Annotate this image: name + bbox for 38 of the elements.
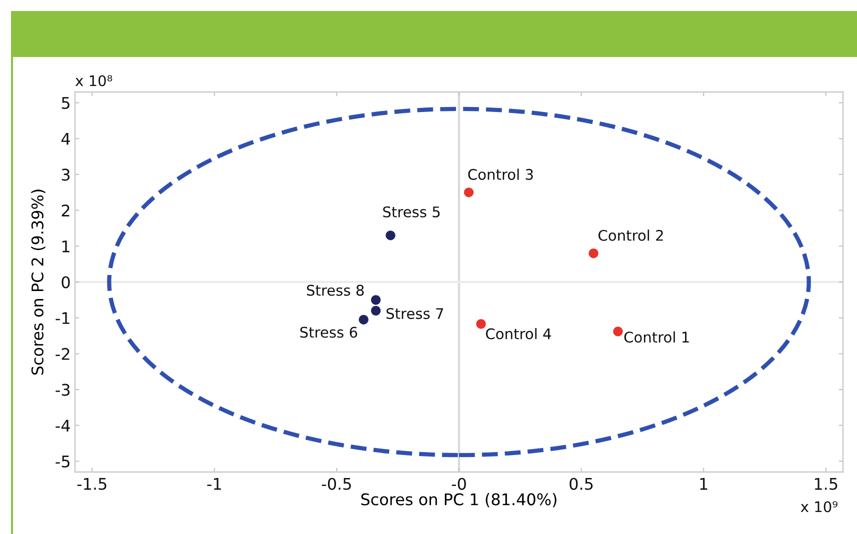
annotation: Stress 6 xyxy=(300,326,358,338)
y-tick-label: 5 xyxy=(62,97,70,110)
annotation: Stress 8 xyxy=(306,284,364,296)
y-axis-title: Scores on PC 2 (9.39%) xyxy=(31,190,46,375)
annotation: Control 2 xyxy=(598,230,663,241)
y-tick-label: -3 xyxy=(56,384,70,396)
text: x 10⁹ xyxy=(800,501,838,512)
y-tick-label: -2 xyxy=(56,348,70,360)
annotation: Stress 5 xyxy=(383,206,440,218)
point xyxy=(386,230,396,240)
y-tick-label: 3 xyxy=(62,168,70,181)
annotation: Control 3 xyxy=(468,168,533,180)
y-tick-label: -4 xyxy=(56,420,70,432)
point xyxy=(358,314,368,324)
y-tick-label: 4 xyxy=(61,133,70,145)
x-tick-label: -0 xyxy=(452,478,466,490)
point xyxy=(613,326,623,336)
point xyxy=(464,188,474,198)
annotation: Control 1 xyxy=(624,331,689,343)
x-axis-title: Scores on PC 1 (81.40%) xyxy=(361,493,556,508)
x-tick-label: 0.5 xyxy=(570,478,593,490)
x-tick-label: 1.5 xyxy=(814,478,838,490)
y-tick-label: 0 xyxy=(62,276,70,288)
annotation: Stress 7 xyxy=(386,308,444,320)
point xyxy=(588,248,598,258)
y-tick-label: 2 xyxy=(62,204,70,216)
annotation: Control 4 xyxy=(486,328,551,340)
y-tick-label: -1 xyxy=(56,312,70,324)
y-tick-label: 1 xyxy=(62,240,70,252)
x-tick-label: -1.5 xyxy=(77,478,106,490)
point xyxy=(371,306,381,316)
x-tick-label: -1 xyxy=(207,478,221,490)
x-tick-label: 1 xyxy=(700,478,708,490)
point xyxy=(371,295,381,305)
point xyxy=(476,319,486,329)
text: x 10⁸ xyxy=(75,75,112,86)
x-tick-label: -0.5 xyxy=(322,478,351,490)
y-tick-label: -5 xyxy=(56,456,70,468)
